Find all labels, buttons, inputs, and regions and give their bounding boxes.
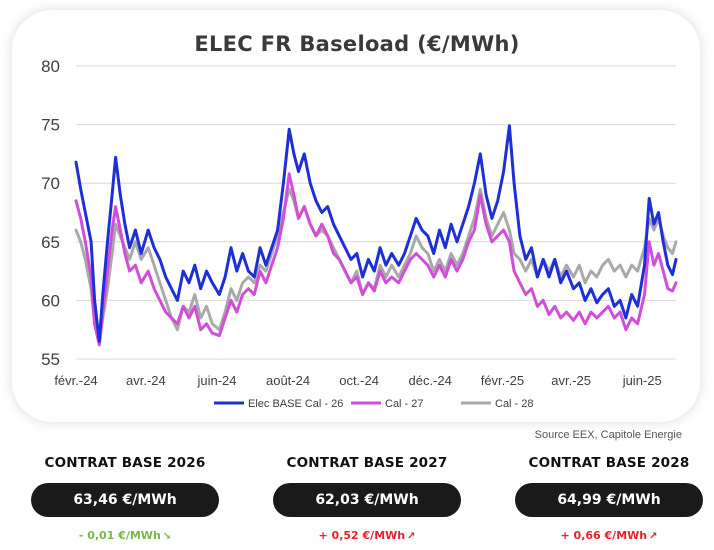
contract-title: CONTRAT BASE 2028 bbox=[528, 455, 690, 471]
contract-change: - 0,01 €/MWh ↘ bbox=[30, 529, 220, 542]
change-value: - 0,01 €/MWh bbox=[78, 529, 161, 542]
change-value: + 0,66 €/MWh bbox=[560, 529, 648, 542]
legend-label: Cal - 28 bbox=[495, 398, 534, 410]
contract-2026: CONTRAT BASE 2026 63,46 €/MWh - 0,01 €/M… bbox=[30, 455, 220, 542]
x-tick-label: août-24 bbox=[266, 373, 310, 388]
contract-2028: CONTRAT BASE 2028 64,99 €/MWh + 0,66 €/M… bbox=[514, 455, 704, 542]
series-line bbox=[74, 172, 678, 347]
chart-title: ELEC FR Baseload (€/MWh) bbox=[194, 32, 520, 56]
source-note: Source EEX, Capitole Energie bbox=[534, 429, 682, 441]
contract-change: + 0,66 €/MWh ↗ bbox=[514, 529, 704, 542]
contract-title: CONTRAT BASE 2026 bbox=[44, 455, 206, 471]
contract-price-pill: 63,46 €/MWh bbox=[31, 483, 219, 517]
change-value: + 0,52 €/MWh bbox=[318, 529, 406, 542]
x-tick-label: févr.-25 bbox=[481, 373, 524, 388]
legend-label: Elec BASE Cal - 26 bbox=[248, 398, 343, 410]
contract-price-pill: 64,99 €/MWh bbox=[515, 483, 703, 517]
y-tick-label: 65 bbox=[41, 233, 60, 252]
y-tick-label: 70 bbox=[41, 174, 60, 193]
y-tick-label: 60 bbox=[41, 291, 60, 310]
trend-up-icon: ↗ bbox=[407, 531, 416, 542]
chart-card bbox=[12, 10, 700, 422]
x-tick-label: avr.-25 bbox=[551, 373, 591, 388]
x-tick-label: févr.-24 bbox=[54, 373, 97, 388]
x-tick-label: avr.-24 bbox=[126, 373, 166, 388]
legend-label: Cal - 27 bbox=[385, 398, 424, 410]
x-tick-label: juin-25 bbox=[622, 373, 662, 388]
y-tick-label: 75 bbox=[41, 116, 60, 135]
x-tick-label: déc.-24 bbox=[408, 373, 451, 388]
y-tick-label: 80 bbox=[41, 57, 60, 76]
x-tick-label: juin-24 bbox=[196, 373, 236, 388]
trend-down-icon: ↘ bbox=[162, 531, 172, 542]
trend-up-icon: ↗ bbox=[649, 531, 658, 542]
contract-price-pill: 62,03 €/MWh bbox=[273, 483, 461, 517]
contract-2027: CONTRAT BASE 2027 62,03 €/MWh + 0,52 €/M… bbox=[272, 455, 462, 542]
contract-title: CONTRAT BASE 2027 bbox=[286, 455, 448, 471]
line-chart: 80 75 70 65 60 55 févr.-24 avr.-24 juin-24 août-2… bbox=[41, 57, 678, 410]
series-line bbox=[74, 124, 678, 343]
y-tick-label: 55 bbox=[41, 350, 60, 369]
x-tick-label: oct.-24 bbox=[339, 373, 379, 388]
contract-change: + 0,52 €/MWh ↗ bbox=[272, 529, 462, 542]
